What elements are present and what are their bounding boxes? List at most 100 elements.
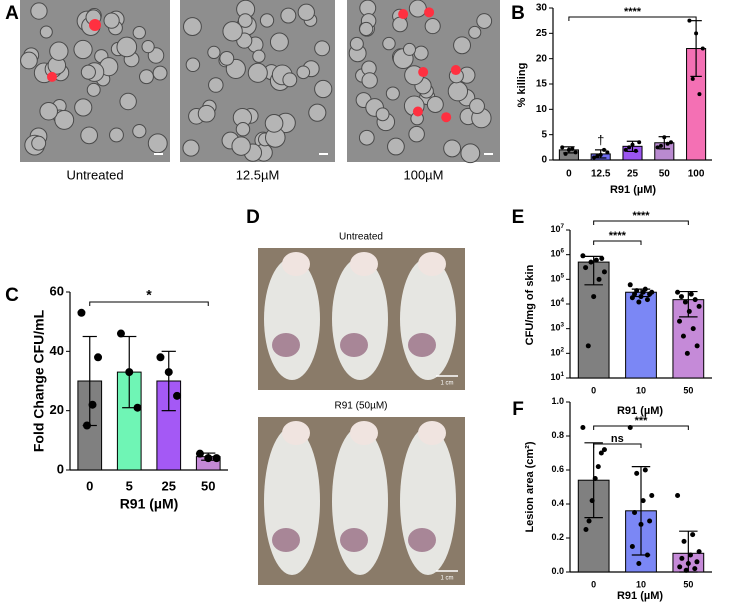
- y-tick-label: 25: [536, 28, 548, 39]
- x-axis-label: R91 (µM): [617, 590, 663, 602]
- mouse-head: [418, 421, 446, 445]
- cell: [132, 124, 147, 139]
- data-point: [596, 276, 602, 282]
- data-point: [630, 142, 635, 147]
- data-point: [583, 527, 589, 532]
- scale-bar: [484, 153, 493, 155]
- cell: [314, 79, 333, 99]
- significance-label: *: [146, 286, 152, 302]
- significance-label: ****: [624, 6, 642, 18]
- cell: [139, 69, 154, 85]
- cell: [297, 3, 315, 21]
- data-point: [633, 148, 638, 153]
- panel-letter: F: [512, 399, 524, 420]
- y-tick-label: 106: [550, 247, 564, 259]
- data-point: [644, 552, 650, 558]
- y-tick-label: 60: [50, 283, 64, 298]
- data-point: [173, 391, 182, 400]
- data-point: [634, 288, 640, 294]
- x-tick-label: 25: [627, 169, 639, 180]
- lesion: [272, 333, 300, 357]
- data-point: [588, 259, 594, 265]
- significance-bracket: [568, 16, 697, 21]
- x-axis-label: R91 (µM): [120, 496, 179, 512]
- x-tick-label: 12.5: [591, 169, 611, 180]
- data-point: [589, 498, 595, 504]
- cell: [259, 13, 275, 28]
- data-point: [658, 143, 663, 148]
- data-point: [164, 368, 173, 377]
- data-point: [686, 308, 692, 314]
- cell: [349, 36, 364, 51]
- cell: [185, 57, 201, 73]
- image-caption: 100µM: [403, 167, 443, 182]
- x-tick-label: 5: [126, 478, 133, 493]
- data-point: [685, 561, 691, 566]
- significance-bracket: [593, 240, 642, 245]
- data-point: [694, 559, 700, 565]
- y-tick-label: 20: [536, 53, 548, 64]
- x-axis-label: R91 (µM): [610, 184, 656, 196]
- mouse-head: [282, 252, 310, 276]
- y-tick-label: 0.4: [551, 498, 564, 508]
- cell: [147, 133, 168, 154]
- dead-cell: [398, 9, 409, 20]
- data-point: [638, 294, 644, 300]
- cell: [132, 25, 146, 40]
- panel-letter: E: [512, 207, 525, 228]
- y-tick-label: 107: [550, 223, 564, 235]
- cell: [385, 86, 400, 101]
- cell: [219, 50, 235, 66]
- data-point: [593, 257, 599, 263]
- data-point: [77, 308, 86, 317]
- mouse-body: [400, 427, 456, 575]
- data-point: [636, 299, 642, 305]
- data-point: [595, 153, 600, 158]
- lesion: [408, 528, 436, 552]
- data-point: [585, 343, 591, 349]
- cell: [358, 129, 375, 146]
- cell: [264, 114, 284, 133]
- lesion: [408, 333, 436, 357]
- data-point: [675, 289, 681, 295]
- y-axis-label: % killing: [516, 63, 528, 108]
- data-point: [678, 294, 684, 300]
- dead-cell: [89, 19, 101, 31]
- data-point: [697, 92, 702, 97]
- y-tick-label: 0: [541, 155, 547, 166]
- image-caption: Untreated: [66, 167, 123, 182]
- data-point: [212, 454, 221, 463]
- image-layer: [20, 0, 500, 585]
- cell: [73, 39, 93, 60]
- cell: [119, 92, 137, 111]
- cell: [207, 45, 221, 60]
- dead-cell: [418, 67, 429, 78]
- y-tick-exponent: 5: [560, 272, 564, 279]
- cell: [426, 96, 444, 113]
- y-tick-exponent: 4: [560, 297, 564, 304]
- data-point: [570, 146, 575, 151]
- y-tick-label: 5: [541, 129, 547, 140]
- data-point: [640, 498, 646, 504]
- y-tick-label: 104: [550, 297, 564, 309]
- panel-letter: C: [5, 285, 19, 306]
- cell: [361, 72, 378, 89]
- data-point: [682, 299, 688, 305]
- y-tick-base: 0.2: [551, 532, 564, 542]
- cell: [408, 125, 425, 143]
- data-point: [599, 255, 605, 261]
- data-point: [583, 265, 589, 271]
- cell: [80, 64, 96, 80]
- cell: [468, 25, 482, 39]
- data-point: [690, 76, 695, 81]
- x-tick-label: 50: [683, 385, 693, 395]
- data-point: [580, 253, 586, 259]
- lesion: [272, 528, 300, 552]
- cell: [402, 42, 416, 56]
- data-point: [655, 145, 660, 150]
- data-point: [644, 297, 650, 303]
- y-axis-label: Fold Change CFU/mL: [31, 309, 47, 452]
- error-bar: [584, 255, 603, 286]
- cell: [183, 17, 202, 36]
